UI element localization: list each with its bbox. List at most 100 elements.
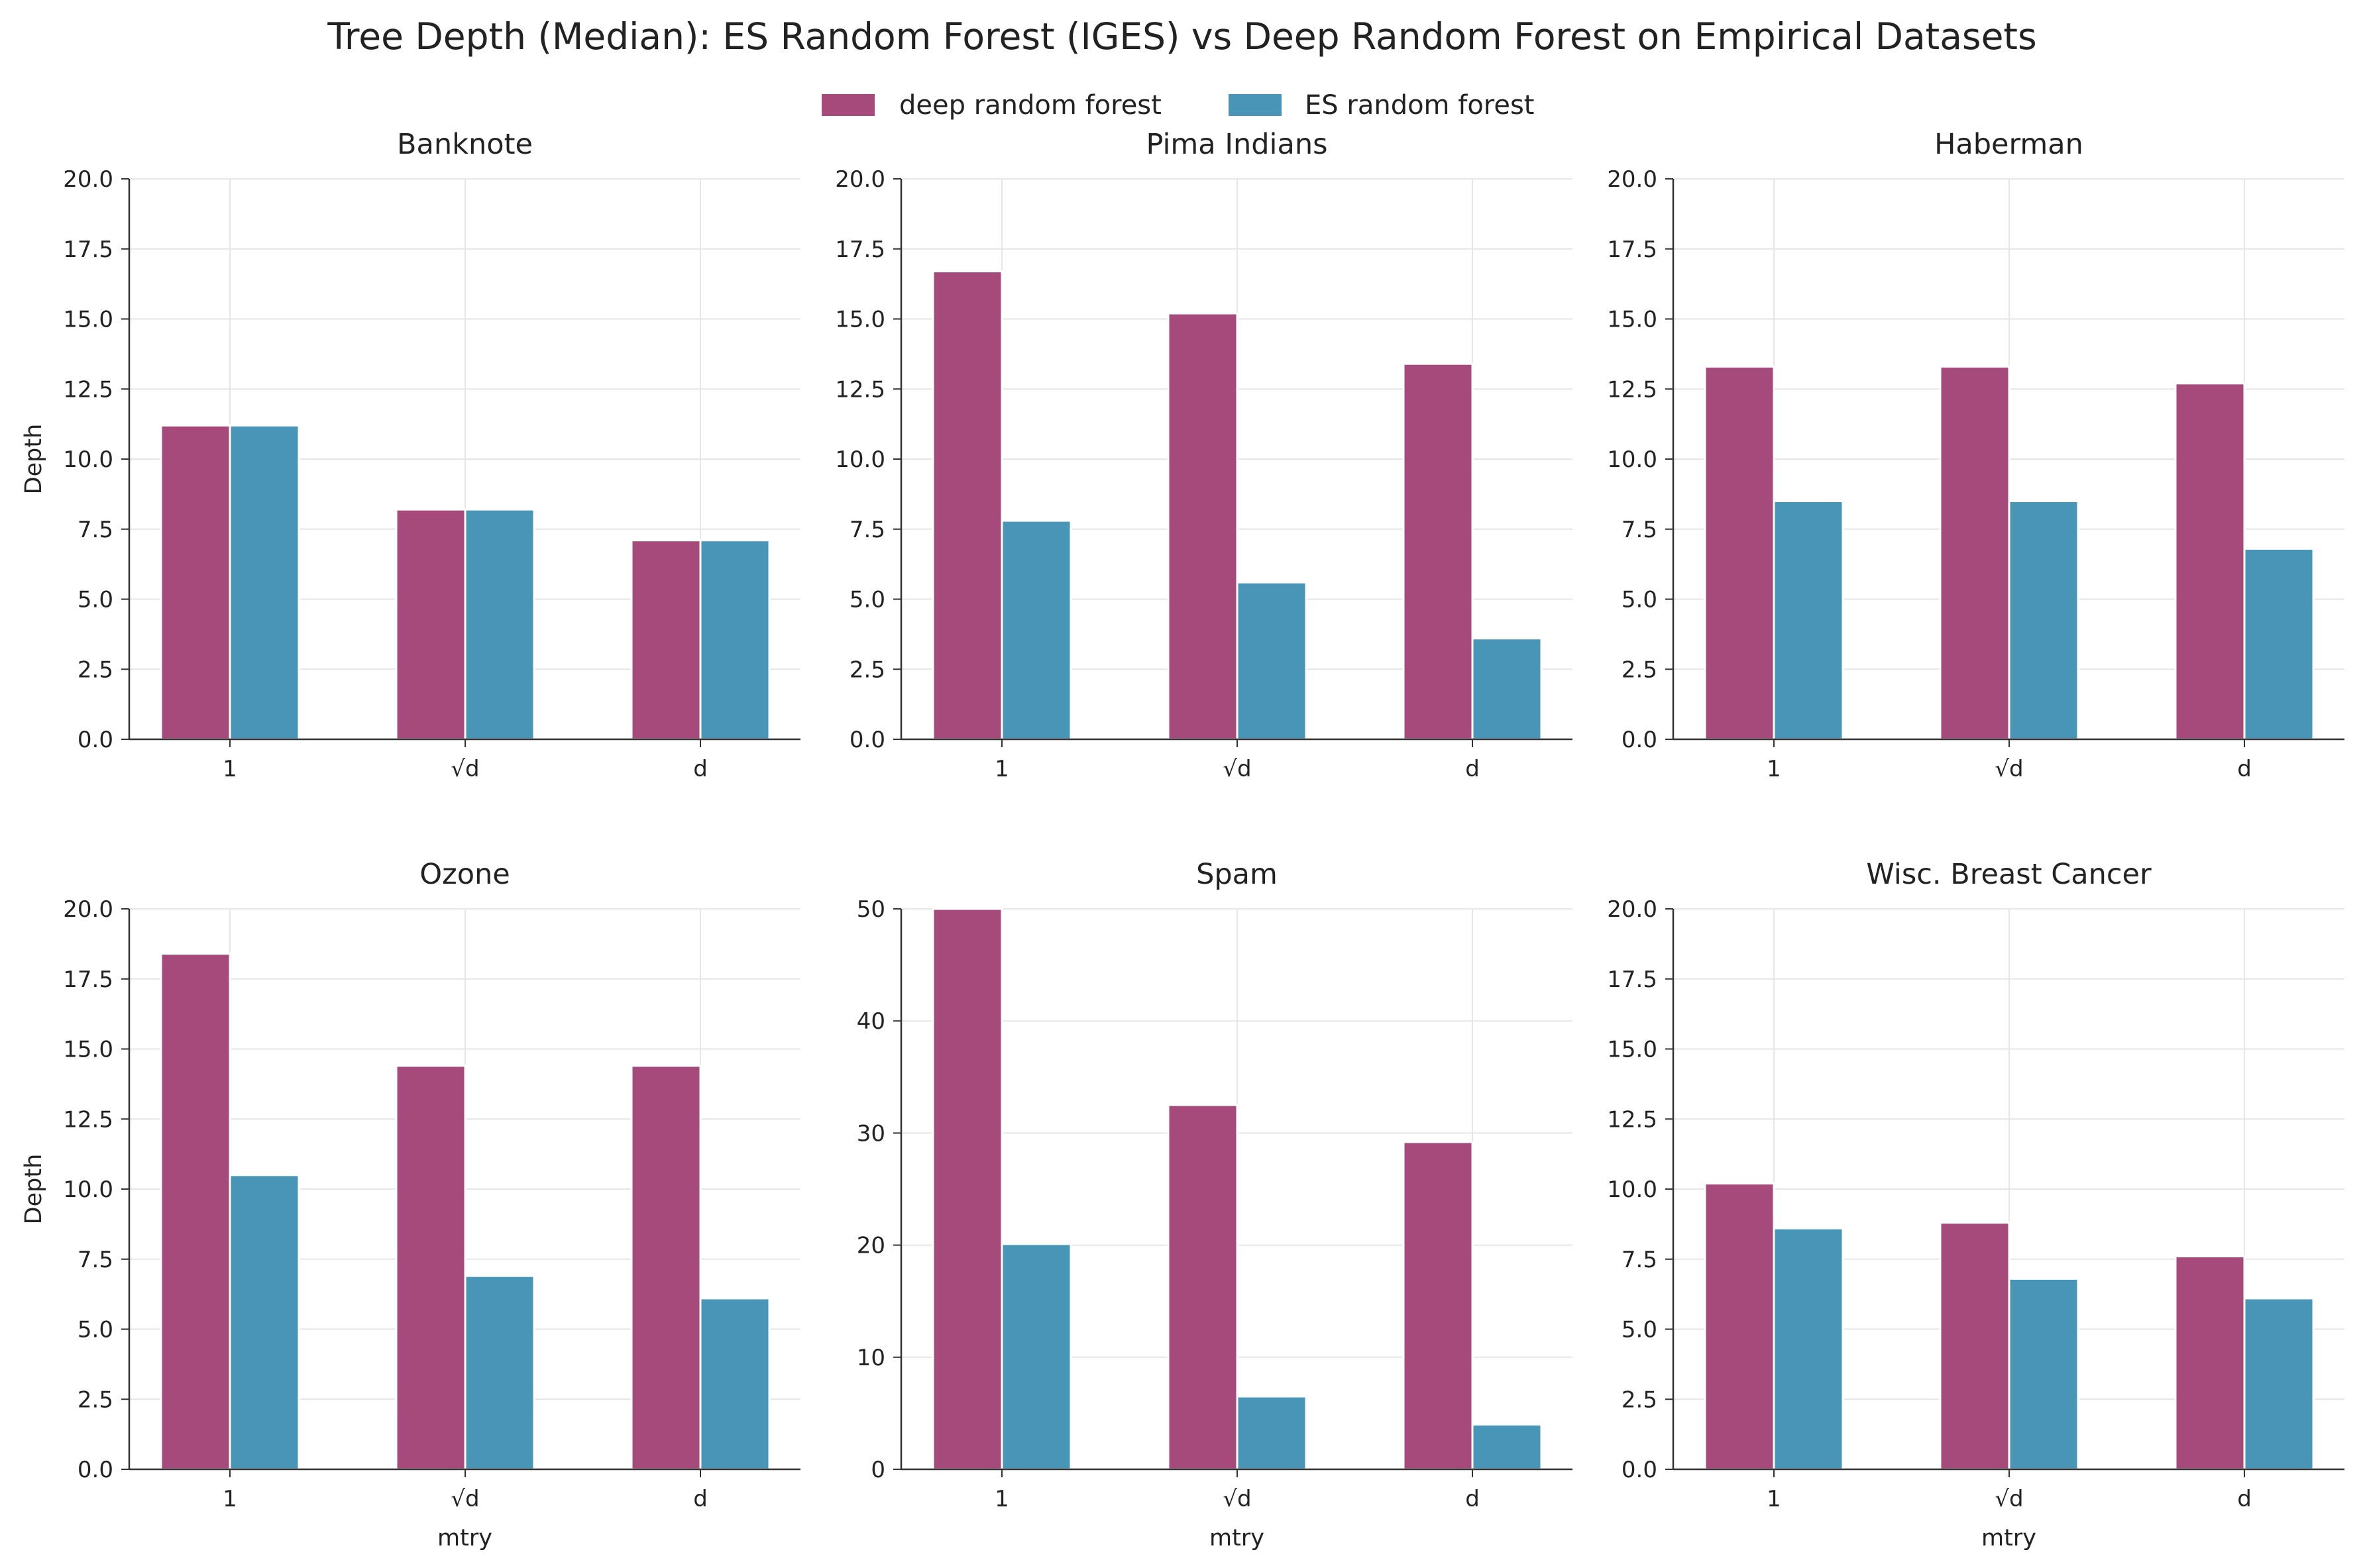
- chart-panel: Haberman 0.0 2.5 5.0 7.5 10.0 12.5 15.0 17.5 20.0…: [1607, 128, 2344, 782]
- bar: [2243, 1297, 2315, 1471]
- bar: [1236, 581, 1307, 741]
- bar: [1001, 519, 1072, 741]
- y-tick-label: 7.5: [78, 1247, 113, 1273]
- y-tick-label: 5.0: [1622, 1317, 1657, 1343]
- bar: [160, 424, 231, 741]
- bar: [630, 1065, 702, 1471]
- x-tick-label: 1: [1767, 1486, 1781, 1512]
- bar: [699, 1297, 771, 1471]
- y-tick-label: 2.5: [1622, 656, 1657, 683]
- y-tick-label: 10.0: [835, 446, 885, 473]
- bar: [1001, 1243, 1072, 1471]
- y-tick-label: 50: [857, 896, 885, 923]
- bar: [1236, 1395, 1307, 1471]
- x-tick-label: √d: [451, 756, 479, 782]
- y-tick-label: 30: [857, 1120, 885, 1147]
- y-tick-label: 0.0: [78, 1457, 113, 1483]
- bar: [229, 1174, 300, 1471]
- chart-panel: Pima Indians 0.0 2.5 5.0 7.5 10.0 12.5 15.0 17.5…: [835, 128, 1572, 782]
- bar: [395, 1065, 467, 1471]
- bar: [630, 539, 702, 741]
- chart-title: Spam: [1196, 858, 1278, 891]
- x-tick-label: 1: [995, 756, 1009, 782]
- x-tick-label: √d: [451, 1486, 479, 1512]
- y-tick-label: 7.5: [1622, 1247, 1657, 1273]
- x-tick-label: 1: [1767, 756, 1781, 782]
- x-tick-label: 1: [223, 1486, 237, 1512]
- y-tick-label: 20.0: [63, 896, 113, 923]
- y-tick-label: 17.5: [1607, 236, 1657, 263]
- bar: [1471, 637, 1543, 741]
- bar: [464, 508, 535, 741]
- x-tick-label: d: [2237, 756, 2252, 782]
- bar: [1773, 1227, 1844, 1471]
- x-axis-label: mtry: [437, 1525, 492, 1551]
- bar: [1471, 1423, 1543, 1471]
- bar: [699, 539, 771, 741]
- y-tick-label: 10.0: [63, 1176, 113, 1203]
- y-tick-label: 12.5: [835, 376, 885, 403]
- y-tick-label: 5.0: [78, 1317, 113, 1343]
- bar: [2174, 382, 2246, 741]
- bar: [1167, 1104, 1238, 1471]
- x-axis-label: mtry: [1209, 1525, 1264, 1551]
- bar: [1704, 1182, 1775, 1471]
- x-tick-label: d: [693, 1486, 708, 1512]
- bar: [464, 1275, 535, 1471]
- y-tick-label: 20.0: [1607, 166, 1657, 193]
- y-tick-label: 7.5: [1622, 517, 1657, 543]
- y-tick-label: 0.0: [1622, 727, 1657, 753]
- chart-title: Wisc. Breast Cancer: [1866, 858, 2152, 891]
- y-tick-label: 15.0: [63, 1037, 113, 1063]
- bar: [932, 270, 1003, 741]
- x-tick-label: √d: [1995, 1486, 2023, 1512]
- y-tick-label: 17.5: [1607, 967, 1657, 993]
- x-axis-label: mtry: [1981, 1525, 2036, 1551]
- y-tick-label: 20: [857, 1233, 885, 1259]
- y-tick-label: 15.0: [1607, 1037, 1657, 1063]
- bar: [1939, 1222, 2010, 1471]
- x-tick-label: d: [1465, 756, 1480, 782]
- y-tick-label: 5.0: [78, 587, 113, 613]
- y-tick-label: 15.0: [1607, 307, 1657, 333]
- y-tick-label: 5.0: [850, 587, 885, 613]
- y-tick-label: 2.5: [78, 656, 113, 683]
- y-tick-label: 2.5: [850, 656, 885, 683]
- y-tick-label: 12.5: [63, 376, 113, 403]
- y-tick-label: 10.0: [1607, 446, 1657, 473]
- panels: Banknote0.02.55.07.510.012.515.017.520.0…: [21, 128, 2344, 1551]
- x-tick-label: √d: [1995, 756, 2023, 782]
- x-tick-label: √d: [1223, 1486, 1251, 1512]
- y-axis-label: Depth: [21, 1154, 47, 1225]
- bar: [932, 908, 1003, 1471]
- y-tick-label: 12.5: [1607, 376, 1657, 403]
- y-tick-label: 15.0: [835, 307, 885, 333]
- bar: [2008, 499, 2079, 741]
- bar: [1402, 1141, 1474, 1471]
- y-tick-label: 17.5: [835, 236, 885, 263]
- bar: [229, 424, 300, 741]
- y-tick-label: 0.0: [850, 727, 885, 753]
- chart-title: Banknote: [397, 128, 533, 161]
- y-tick-label: 20.0: [63, 166, 113, 193]
- x-tick-label: √d: [1223, 756, 1251, 782]
- y-tick-label: 7.5: [850, 517, 885, 543]
- chart-panel: Spam 0 10 20 30 40 50 1 √d d mtry: [857, 858, 1572, 1551]
- legend-swatch-deep: [822, 94, 875, 116]
- y-tick-label: 40: [857, 1008, 885, 1035]
- y-tick-label: 12.5: [1607, 1106, 1657, 1133]
- bar: [395, 508, 467, 741]
- y-tick-label: 20.0: [1607, 896, 1657, 923]
- bar: [2243, 547, 2315, 741]
- y-tick-label: 17.5: [63, 967, 113, 993]
- bar: [1939, 365, 2010, 741]
- bar: [1773, 499, 1844, 741]
- chart-title: Haberman: [1934, 128, 2083, 161]
- y-tick-label: 10.0: [1607, 1176, 1657, 1203]
- x-tick-label: 1: [223, 756, 237, 782]
- y-tick-label: 15.0: [63, 307, 113, 333]
- bar: [2008, 1277, 2079, 1471]
- y-tick-label: 17.5: [63, 236, 113, 263]
- y-tick-label: 10.0: [63, 446, 113, 473]
